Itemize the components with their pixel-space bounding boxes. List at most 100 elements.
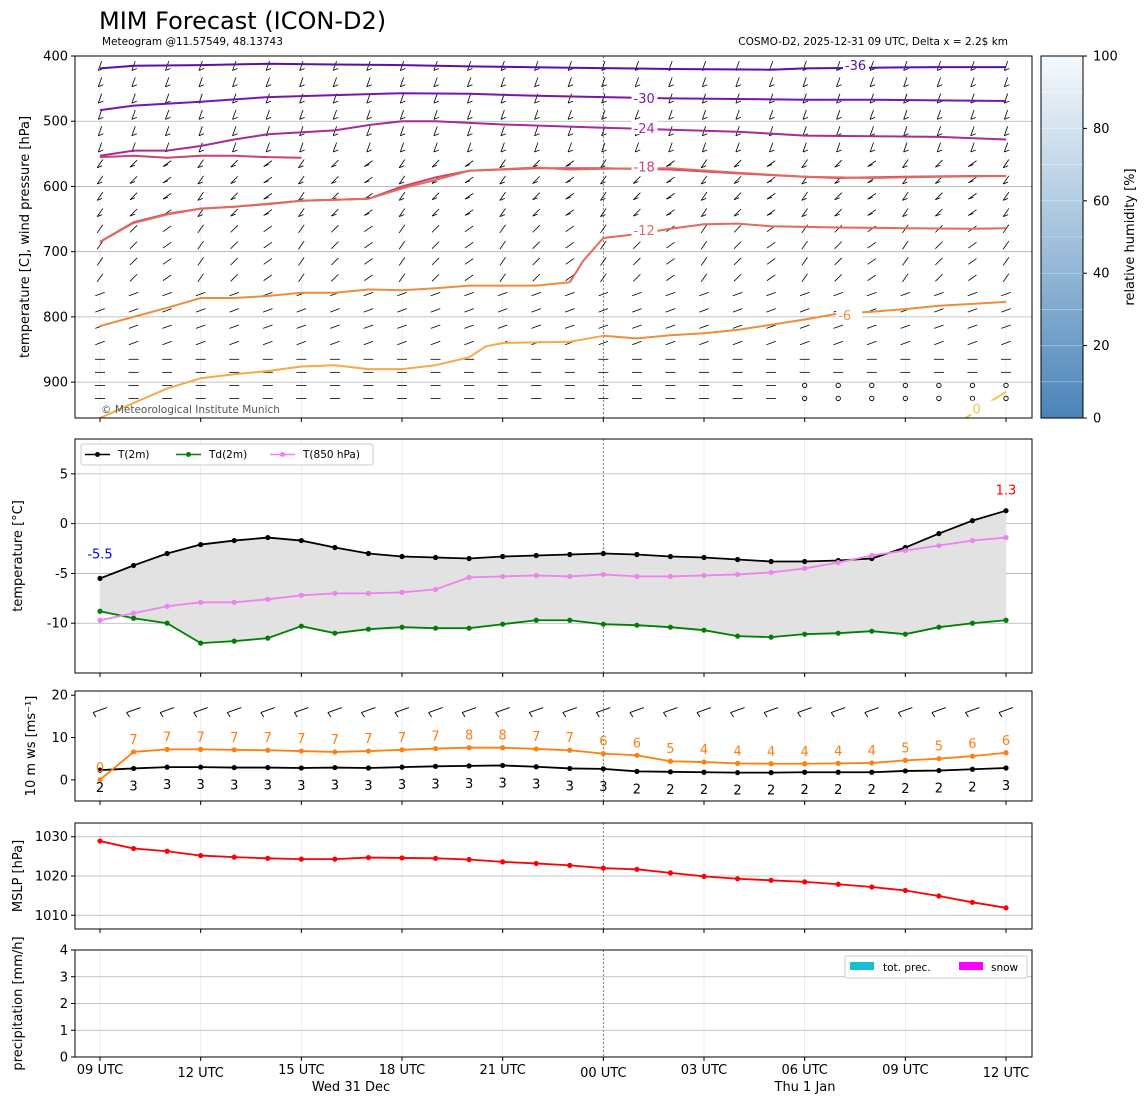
wind-barb-flag [601,133,607,137]
wind-barb-flag [126,712,130,718]
series-point [1003,750,1009,756]
isotherm-line [603,300,1007,340]
y-tick-label: 1020 [35,870,68,885]
wind-barb [262,308,273,313]
series-point [164,764,170,770]
wind-barb-flag [902,214,908,218]
dewpoint-spread-fill [100,510,1006,644]
wind-barb [935,273,943,282]
wind-barb [96,175,104,185]
wind-barb-flag [1004,117,1010,120]
y-tick-label: 0 [60,517,68,532]
wind-barb [398,224,406,234]
wind-barb [165,93,170,104]
contour-label: -36 [845,59,866,74]
figure-subtitle-right: COSMO-D2, 2025-12-31 09 UTC, Delta x = 2… [738,36,1008,48]
wind-barb [397,308,407,313]
wind-barb [299,60,304,71]
wind-barb-flag [935,197,941,201]
calm-wind-marker [902,382,908,389]
wind-barb [128,291,139,297]
x-tick-label: 12 UTC [177,1066,223,1081]
wind-barb-flag [98,100,104,104]
gust-speed-label: 4 [700,743,708,758]
wind-barb [763,707,779,713]
wind-barb-flag [198,149,205,153]
wind-barb [802,77,807,87]
series-point [198,640,204,646]
calm-wind-marker [869,395,875,402]
wind-barb [331,159,339,168]
wind-barb-flag [968,213,974,216]
y-axis-label: 10 m ws [ms⁻¹] [24,696,39,797]
wind-barb [95,291,105,297]
wind-barb [428,707,443,713]
wind-barb [265,142,270,153]
series-line [99,840,1007,909]
wind-barb-flag [937,117,943,120]
isotherm-line [99,92,1007,112]
wind-barb-flag [298,214,304,218]
wind-barb-flag [970,84,976,88]
wind-speed-label: 3 [532,778,540,793]
wind-barb [699,324,709,329]
temperature-legend: T(2m) Td(2m) T(850 hPa) [80,443,374,466]
wind-barb [968,274,977,281]
wind-barb [834,192,843,201]
wind-barb-flag [867,180,873,184]
wind-barb [600,240,607,250]
wind-barb [97,126,103,136]
wind-barb-flag [668,84,674,88]
wind-barb [260,707,275,713]
wind-barb-flag [433,100,439,104]
wind-barb-flag [299,133,305,137]
wind-barb [131,109,136,120]
y-tick-label: 3 [60,970,68,985]
wind-barb [562,707,577,713]
wind-barb [1002,240,1010,250]
wind-speed-label: 3 [499,776,507,791]
series-point [869,628,875,634]
wind-barb-flag [869,117,876,120]
wind-barb [564,291,575,297]
wind-barb-flag [1004,133,1010,137]
colorbar-tick-label: 60 [1093,194,1110,209]
wind-barb [265,93,270,104]
wind-barb-flag [464,196,471,200]
wind-barb [735,109,740,120]
wind-barb [331,241,339,249]
wind-barb [464,241,474,249]
wind-barb-flag [937,133,943,137]
wind-barb-flag [834,164,840,168]
series-point [734,876,741,882]
wind-barb [633,241,641,249]
wind-speed-label: 3 [230,779,238,794]
wind-barb-flag [766,213,773,216]
gust-speed-label: 7 [230,731,238,746]
wind-barb [467,126,472,136]
series-point [164,550,170,557]
wind-barb [600,159,607,168]
wind-barb-flag [131,68,137,71]
series-point [701,873,707,879]
wind-barb-flag [433,117,439,120]
wind-barb [363,308,374,313]
wind-barb [834,273,843,282]
wind-barb [531,291,542,297]
series-point [533,860,539,867]
wind-barb [936,93,941,104]
wind-barb-flag [461,712,466,718]
wind-barb [299,142,304,153]
wind-barb [193,707,208,713]
wind-barb [801,159,808,168]
precipitation-panel: 0 1 2 3 4 precipitation [mm/h] [11,936,1033,1071]
wind-barb [129,225,138,233]
wind-barb [397,324,407,329]
wind-barb [232,142,237,153]
wind-barb [262,324,273,329]
wind-barb [902,257,909,266]
wind-barb [232,93,237,104]
wind-barb [665,291,676,297]
gust-speed-label: 7 [264,731,272,746]
wind-barb [232,109,237,120]
